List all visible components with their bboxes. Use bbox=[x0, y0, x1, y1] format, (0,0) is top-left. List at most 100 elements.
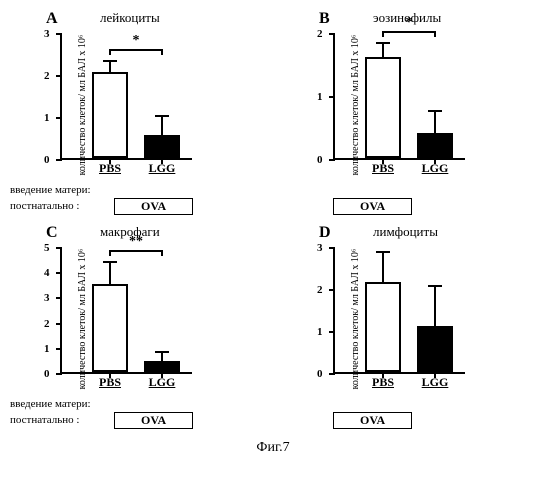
significance-drop bbox=[382, 31, 384, 37]
panel-A: Aлейкоцитыколичество клеток/ мл БАЛ х 10… bbox=[10, 10, 263, 214]
y-tick bbox=[329, 33, 335, 35]
y-tick bbox=[329, 289, 335, 291]
error-bar bbox=[434, 286, 436, 326]
bar-PBS bbox=[92, 72, 128, 158]
axis-annotation: введение матери:постнатально :OVA bbox=[10, 182, 263, 214]
plot-region: 0123PBSLGG bbox=[333, 248, 465, 374]
bar-LGG bbox=[144, 135, 180, 158]
error-cap bbox=[428, 110, 442, 112]
panel-grid: Aлейкоцитыколичество клеток/ мл БАЛ х 10… bbox=[10, 10, 536, 428]
y-tick bbox=[329, 96, 335, 98]
error-cap bbox=[155, 115, 169, 117]
error-bar bbox=[382, 43, 384, 57]
error-bar bbox=[161, 352, 163, 361]
y-tick-label: 1 bbox=[317, 326, 323, 338]
error-bar bbox=[161, 116, 163, 135]
y-tick-label: 0 bbox=[44, 368, 50, 380]
significance-drop bbox=[434, 31, 436, 37]
ova-label: OVA bbox=[114, 198, 193, 215]
y-tick bbox=[329, 247, 335, 249]
y-tick bbox=[56, 323, 62, 325]
panel-title: лейкоциты bbox=[100, 10, 160, 26]
axis-annotation: OVA bbox=[283, 396, 536, 428]
significance-marker: ** bbox=[129, 234, 143, 250]
significance-drop bbox=[109, 49, 111, 55]
y-tick bbox=[329, 159, 335, 161]
significance-drop bbox=[161, 250, 163, 256]
bar-LGG bbox=[417, 326, 453, 372]
y-tick-label: 2 bbox=[44, 318, 50, 330]
y-tick-label: 5 bbox=[44, 242, 50, 254]
error-cap bbox=[376, 251, 390, 253]
y-tick-label: 1 bbox=[317, 91, 323, 103]
y-tick-label: 0 bbox=[317, 368, 323, 380]
y-tick-label: 1 bbox=[44, 112, 50, 124]
bar-PBS bbox=[92, 284, 128, 372]
plot-region: 0123PBSLGG* bbox=[60, 34, 192, 160]
y-tick bbox=[329, 373, 335, 375]
significance-marker: * bbox=[133, 33, 140, 49]
error-cap bbox=[155, 351, 169, 353]
bar-LGG bbox=[417, 133, 453, 158]
significance-line bbox=[383, 31, 435, 33]
x-label-PBS: PBS bbox=[372, 375, 394, 390]
row-label-postnatal: постнатально : bbox=[10, 414, 110, 426]
chart-area: количество клеток/ мл БАЛ х 10⁶012345PBS… bbox=[46, 244, 263, 394]
error-bar bbox=[109, 61, 111, 72]
error-cap bbox=[428, 285, 442, 287]
error-bar bbox=[434, 111, 436, 133]
chart-area: количество клеток/ мл БАЛ х 10⁶0123PBSLG… bbox=[319, 244, 536, 394]
y-tick bbox=[56, 75, 62, 77]
error-cap bbox=[103, 60, 117, 62]
y-tick bbox=[56, 272, 62, 274]
chart-area: количество клеток/ мл БАЛ х 10⁶012PBSLGG… bbox=[319, 30, 536, 180]
row-label-mother: введение матери: bbox=[10, 398, 110, 410]
y-tick bbox=[56, 159, 62, 161]
y-tick bbox=[56, 297, 62, 299]
error-cap bbox=[103, 261, 117, 263]
bar-LGG bbox=[144, 361, 180, 372]
y-tick-label: 1 bbox=[44, 343, 50, 355]
error-bar bbox=[382, 252, 384, 281]
x-label-LGG: LGG bbox=[149, 375, 176, 390]
y-tick-label: 0 bbox=[44, 154, 50, 166]
ova-label: OVA bbox=[114, 412, 193, 429]
y-tick bbox=[329, 331, 335, 333]
panel-D: Dлимфоцитыколичество клеток/ мл БАЛ х 10… bbox=[283, 224, 536, 428]
plot-region: 012PBSLGG* bbox=[333, 34, 465, 160]
y-tick bbox=[56, 373, 62, 375]
panel-title: лимфоциты bbox=[373, 224, 438, 240]
significance-line bbox=[110, 49, 162, 51]
bar-PBS bbox=[365, 282, 401, 372]
x-label-PBS: PBS bbox=[99, 161, 121, 176]
panel-letter: A bbox=[46, 10, 58, 28]
significance-drop bbox=[161, 49, 163, 55]
y-tick-label: 2 bbox=[317, 284, 323, 296]
chart-area: количество клеток/ мл БАЛ х 10⁶0123PBSLG… bbox=[46, 30, 263, 180]
x-label-LGG: LGG bbox=[149, 161, 176, 176]
row-label-mother: введение матери: bbox=[10, 184, 110, 196]
panel-B: Bэозинофилыколичество клеток/ мл БАЛ х 1… bbox=[283, 10, 536, 214]
x-label-PBS: PBS bbox=[372, 161, 394, 176]
y-tick bbox=[56, 348, 62, 350]
figure-caption: Фиг.7 bbox=[10, 440, 536, 456]
x-label-LGG: LGG bbox=[422, 161, 449, 176]
panel-letter: C bbox=[46, 224, 58, 242]
bar-PBS bbox=[365, 57, 401, 158]
y-tick-label: 3 bbox=[44, 28, 50, 40]
significance-line bbox=[110, 250, 162, 252]
y-tick-label: 0 bbox=[317, 154, 323, 166]
y-tick-label: 3 bbox=[44, 292, 50, 304]
panel-letter: B bbox=[319, 10, 330, 28]
x-label-PBS: PBS bbox=[99, 375, 121, 390]
x-label-LGG: LGG bbox=[422, 375, 449, 390]
y-tick bbox=[56, 33, 62, 35]
y-tick-label: 2 bbox=[44, 70, 50, 82]
axis-annotation: введение матери: постнатально : OVA bbox=[10, 396, 263, 428]
y-tick-label: 3 bbox=[317, 242, 323, 254]
error-cap bbox=[376, 42, 390, 44]
axis-annotation: OVA bbox=[283, 182, 536, 214]
y-tick bbox=[56, 247, 62, 249]
ova-label: OVA bbox=[333, 412, 412, 429]
ova-label: OVA bbox=[333, 198, 412, 215]
